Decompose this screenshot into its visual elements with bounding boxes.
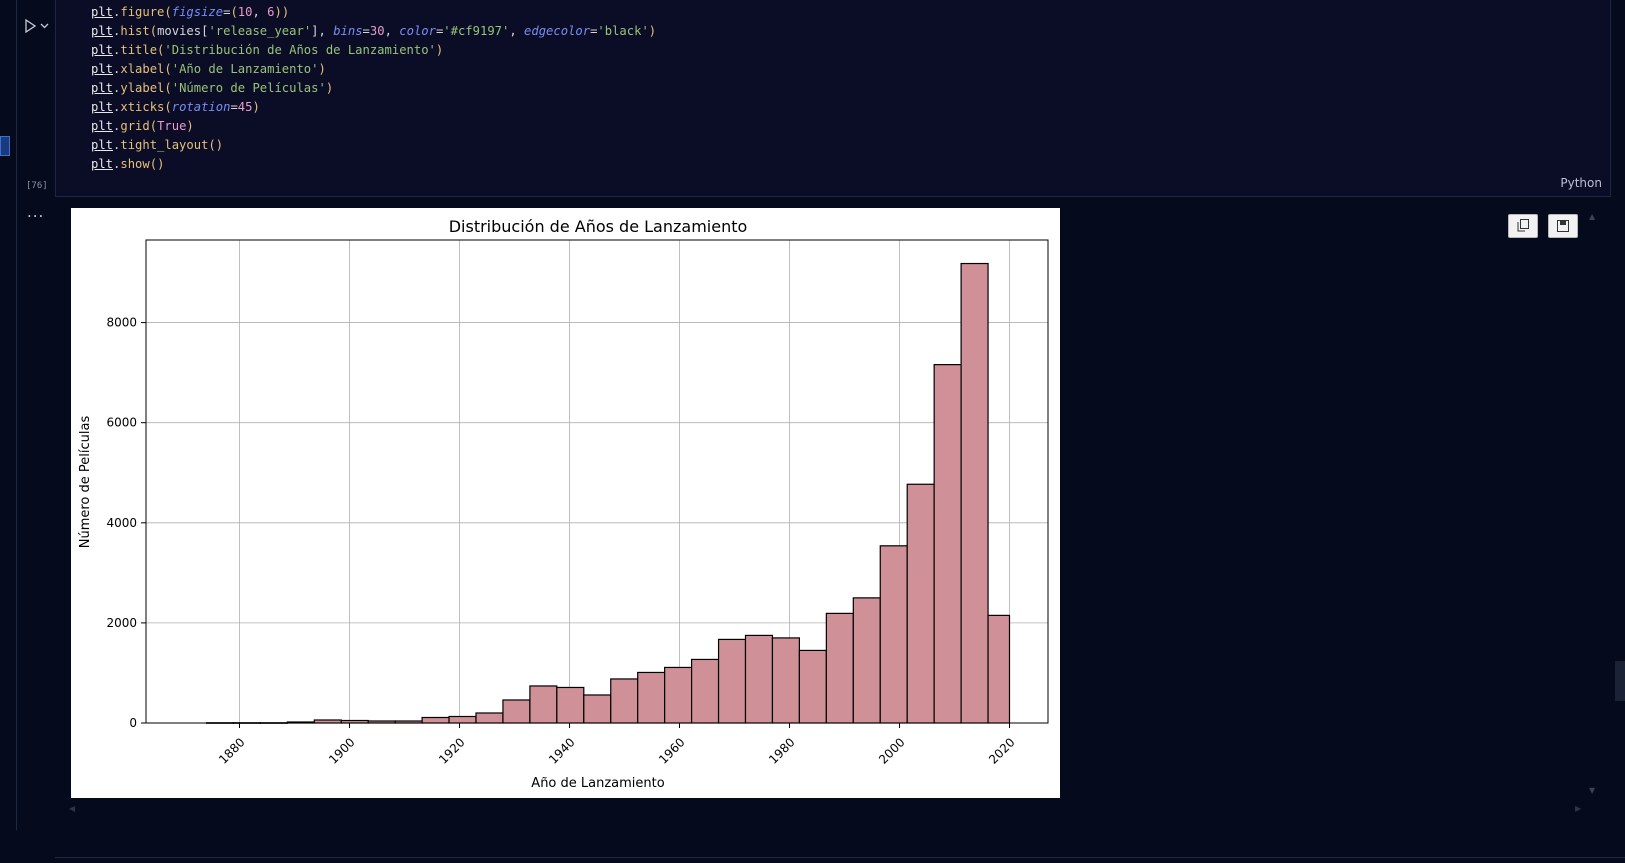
y-tick-label: 0	[129, 716, 137, 730]
histogram-bar	[825, 612, 854, 724]
plot-area-frame	[145, 239, 1049, 724]
x-tick-label: 1960	[656, 735, 687, 766]
x-tick-label: 2020	[986, 735, 1017, 766]
code-line[interactable]: plt.xticks(rotation=45)	[91, 100, 260, 114]
histogram-chart: 1880 1900 1920 1940 1960 1980 2000 2020 0 2000 400…	[78, 217, 1049, 791]
scroll-down-arrow[interactable]: ▼	[1589, 786, 1596, 795]
x-tick-label: 1940	[546, 735, 577, 766]
save-icon[interactable]	[1557, 217, 1569, 236]
histogram-bars	[205, 262, 1011, 724]
y-tick-label: 8000	[106, 316, 137, 330]
y-tick-label: 2000	[106, 616, 137, 630]
histogram-bar	[879, 545, 908, 724]
histogram-bar	[717, 638, 747, 724]
x-tick-label: 1920	[436, 735, 467, 766]
code-line[interactable]: plt.figure(figsize=(10, 6))	[91, 5, 290, 19]
copy-output-button[interactable]	[1508, 214, 1538, 238]
histogram-bar	[690, 658, 720, 724]
code-line[interactable]: plt.title('Distribución de Años de Lanza…	[91, 43, 444, 57]
histogram-bar	[421, 716, 450, 724]
histogram-bar	[798, 649, 827, 724]
histogram-bar	[933, 364, 962, 724]
save-output-button[interactable]	[1548, 214, 1578, 238]
language-label[interactable]: Python	[1560, 176, 1602, 190]
code-editor[interactable]: plt.figure(figsize=(10, 6)) plt.hist(movi…	[55, 0, 1611, 197]
x-tick-label: 1880	[216, 735, 247, 766]
panel-divider	[55, 857, 1625, 858]
execution-count: [76]	[26, 181, 48, 191]
code-line[interactable]: plt.hist(movies['release_year'], bins=30…	[91, 24, 657, 38]
histogram-bar	[664, 666, 693, 724]
histogram-bar	[987, 614, 1011, 724]
code-line[interactable]: plt.ylabel('Número de Películas')	[91, 81, 334, 95]
y-tick-label: 6000	[106, 416, 137, 430]
histogram-bar	[556, 686, 585, 724]
histogram-bar	[610, 678, 639, 724]
histogram-bar	[529, 685, 558, 724]
histogram-bar	[502, 699, 531, 724]
histogram-bar	[906, 483, 935, 724]
code-line[interactable]: plt.tight_layout()	[91, 138, 224, 152]
y-tick-label: 4000	[106, 516, 137, 530]
code-line[interactable]: plt.show()	[91, 157, 165, 171]
code-block[interactable]: plt.figure(figsize=(10, 6)) plt.hist(movi…	[91, 3, 656, 174]
histogram-bar	[475, 712, 504, 724]
copy-icon[interactable]	[1517, 217, 1529, 236]
chevron-down-icon[interactable]	[40, 23, 49, 29]
cell-gutter	[0, 0, 17, 830]
histogram-bar	[637, 671, 666, 724]
code-line[interactable]: plt.grid(True)	[91, 119, 194, 133]
scroll-left-arrow[interactable]: ◀	[69, 804, 76, 813]
histogram-bar	[744, 634, 774, 724]
x-tick-label: 2000	[876, 735, 907, 766]
histogram-bar	[960, 262, 989, 724]
x-axis-label: Año de Lanzamiento	[531, 776, 664, 791]
histogram-bar	[583, 694, 612, 724]
scroll-up-arrow[interactable]: ▲	[1589, 212, 1596, 221]
output-plot: 1880 1900 1920 1940 1960 1980 2000 2020 0 2000 400…	[71, 208, 1060, 798]
code-line[interactable]: plt.xlabel('Año de Lanzamiento')	[91, 62, 326, 76]
scroll-right-arrow[interactable]: ▶	[1575, 804, 1582, 813]
y-axis-label: Número de Películas	[78, 416, 93, 549]
chart-title: Distribución de Años de Lanzamiento	[449, 217, 748, 236]
vertical-scrollbar-thumb[interactable]	[1615, 661, 1625, 701]
histogram-bar	[448, 715, 477, 724]
cell-selection-marker	[0, 136, 10, 156]
x-tick-label: 1900	[326, 735, 357, 766]
histogram-bar	[852, 597, 881, 724]
run-cell-button[interactable]	[24, 17, 54, 35]
output-more-button[interactable]: ...	[27, 203, 45, 221]
x-tick-label: 1980	[766, 735, 797, 766]
play-icon[interactable]	[24, 19, 36, 33]
histogram-bar	[771, 637, 801, 724]
